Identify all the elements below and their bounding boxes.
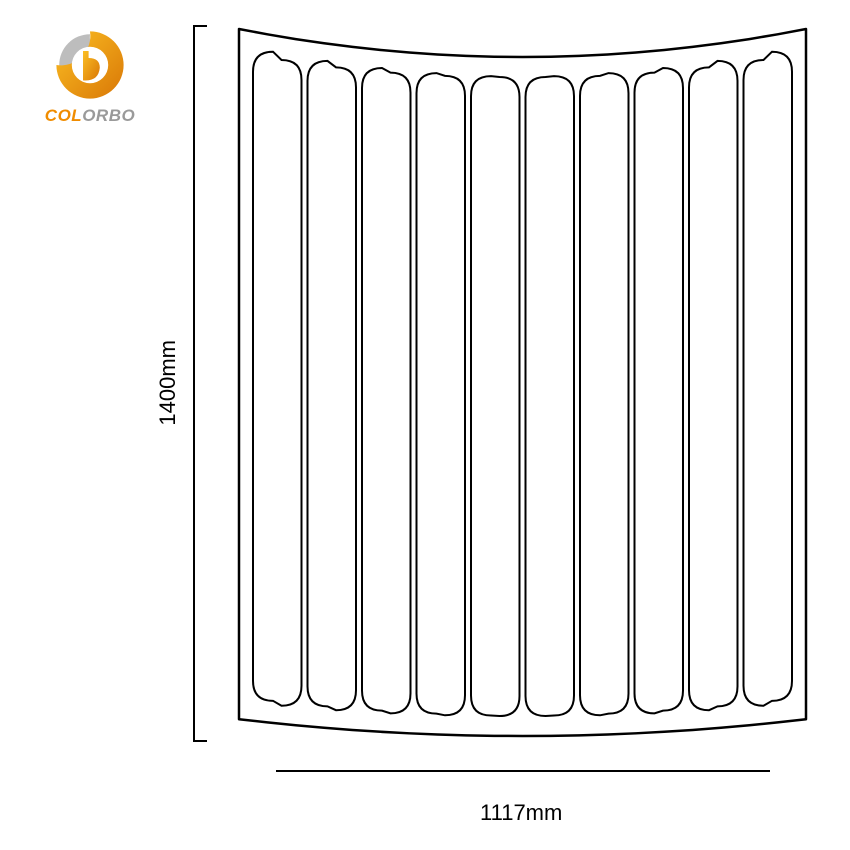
panel-slat bbox=[635, 68, 684, 713]
panel-slat bbox=[417, 73, 466, 715]
height-dimension-line bbox=[193, 25, 195, 740]
panel-slat bbox=[308, 61, 357, 710]
height-dimension-label: 1400mm bbox=[155, 340, 181, 426]
brand-logo: COLORBO bbox=[30, 30, 150, 126]
width-dimension-line bbox=[276, 770, 770, 772]
panel-slat bbox=[362, 68, 411, 713]
brand-logo-text: COLORBO bbox=[30, 106, 150, 126]
panel-slat bbox=[526, 76, 575, 716]
panel-slat bbox=[689, 61, 738, 710]
panel-svg bbox=[235, 25, 810, 740]
width-dimension-label: 1117mm bbox=[480, 800, 562, 826]
panel-slat bbox=[471, 76, 520, 716]
height-dimension-tick-top bbox=[193, 25, 207, 27]
panel-slat bbox=[253, 52, 302, 706]
panel-diagram bbox=[235, 25, 810, 740]
panel-slat bbox=[580, 73, 629, 715]
brand-text-part1: COL bbox=[45, 106, 82, 125]
panel-slat bbox=[744, 52, 793, 706]
brand-logo-mark bbox=[55, 30, 125, 100]
height-dimension-tick-bottom bbox=[193, 740, 207, 742]
brand-text-part2: ORBO bbox=[82, 106, 135, 125]
